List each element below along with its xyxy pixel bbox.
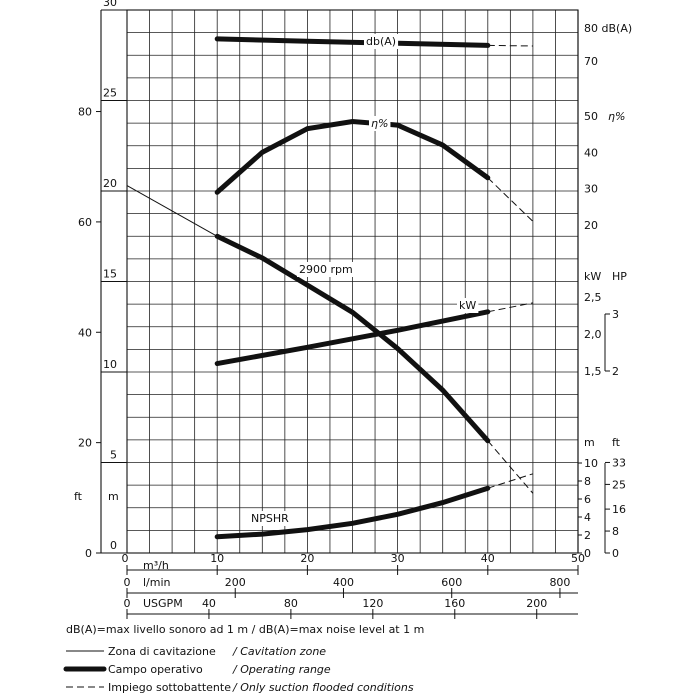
series-operating-noise [214,36,491,48]
npshr-tick-label-ft: 0 [612,547,619,560]
right-tick-label-kw: 2,0 [584,328,602,341]
flow-tick-label-m3/h: 20 [300,552,314,565]
npshr-axis-ft-header: ft [612,436,621,449]
right-tick-label-hp: 3 [612,308,619,321]
npshr-tick-label-ft: 25 [612,478,626,491]
curve-label-efficiency: η% [371,117,388,130]
flow-tick-label-m3/h: 30 [391,552,405,565]
right-tick-label-eta: 40 [584,146,598,159]
series-operating-efficiency [214,118,491,195]
legend-label-en: / Only suction flooded conditions [232,681,414,694]
series-cavitation-head [126,185,218,237]
curve-label-npshr: NPSHR [251,512,289,525]
flow-tick-label-usgpm: 200 [526,597,547,610]
right-axis-db-label: 80 dB(A) [584,22,632,35]
right-tick-label-db: 70 [584,55,598,68]
flow-tick-label-m3/h: 50 [571,552,585,565]
npshr-tick-label-m: 8 [584,475,591,488]
npshr-tick-label-m: 4 [584,511,591,524]
right-tick-label-eta: 30 [584,183,598,196]
right-axis-eta-num: 50 [584,110,598,123]
curve-label-kw: kW [459,299,476,312]
series-operating-power [214,309,491,367]
left-tick-label-ft: 0 [85,547,92,560]
right-axis-hp-header: HP [612,270,627,283]
legend-label-en: / Operating range [232,663,331,676]
right-tick-label-hp: 2 [612,365,619,378]
left-tick-label-m: 15 [103,268,117,281]
chart-curves [126,36,534,540]
left-tick-label-m: 0 [110,539,117,552]
chart-bottom-axes: 0 10 20 30 40 50 m³/h 0 200 400 600 800 l/min 0 40 80 12… [122,552,585,619]
series-flooded-npshr [487,473,534,489]
right-tick-label-eta: 20 [584,219,598,232]
series-flooded-power [487,302,533,313]
lbl-rpm-bg [297,262,355,277]
left-tick-label-ft: 20 [78,437,92,450]
npshr-tick-label-ft: 16 [612,503,626,516]
npshr-tick-label-m: 0 [584,547,591,560]
left-tick-label-m: 30 [103,0,117,9]
left-tick-label-m: 10 [103,358,117,371]
flow-tick-label-l/min: 800 [549,576,570,589]
right-tick-label-kw: 2,5 [584,291,602,304]
npshr-tick-label-ft: 33 [612,456,626,469]
lbl-eta-bg [369,116,391,131]
left-tick-label-m: 20 [103,177,117,190]
flow-tick-label-usgpm: 120 [362,597,383,610]
legend-label-en: / Cavitation zone [232,645,326,658]
lbl-kw-bg [457,298,479,313]
npshr-tick-label-m: 6 [584,493,591,506]
left-tick-label-m: 5 [110,449,117,462]
flow-axis-label-l/min: l/min [143,576,171,589]
chart-legend: Zona di cavitazione / Cavitation zone Camp… [63,645,414,694]
noise-note: dB(A)=max livello sonoro ad 1 m / dB(A)=… [66,623,424,636]
flow-tick-label-l/min: 0 [124,576,131,589]
left-axis-label-m: m [108,490,119,503]
legend-label-it: Campo operativo [108,663,203,676]
lbl-npshr-bg [249,511,292,526]
curve-label-db: db(A) [366,35,396,48]
flow-tick-label-l/min: 200 [225,576,246,589]
npshr-tick-label-ft: 8 [612,525,619,538]
npshr-tick-label-m: 2 [584,529,591,542]
flow-tick-label-m3/h: 0 [122,552,129,565]
legend-label-it: Impiego sottobattente [108,681,231,694]
right-tick-label-kw: 1,5 [584,365,602,378]
left-tick-label-ft: 80 [78,106,92,119]
npshr-axis-m-header: m [584,436,595,449]
flow-tick-label-l/min: 600 [441,576,462,589]
curve-label-head-2900rpm: 2900 rpm [299,263,353,276]
series-operating-npshr [214,485,491,540]
npshr-tick-label-m: 10 [584,457,598,470]
flow-tick-label-usgpm: 40 [202,597,216,610]
flow-tick-label-m3/h: 40 [481,552,495,565]
flow-tick-label-usgpm: 80 [284,597,298,610]
left-axis-label-ft: ft [74,490,83,503]
left-tick-label-ft: 40 [78,326,92,339]
series-flooded-noise [487,44,533,47]
legend-label-it: Zona di cavitazione [108,645,216,658]
right-axis-kw-header: kW [584,270,601,283]
chart-grid [126,9,579,554]
flow-tick-label-usgpm: 160 [444,597,465,610]
series-operating-head [214,233,491,444]
flow-axis-label-m3/h: m³/h [143,559,169,572]
series-flooded-head [487,440,534,494]
right-axis-eta-label: η% [608,110,625,123]
lbl-db-bg [364,34,399,49]
flow-tick-label-l/min: 400 [333,576,354,589]
flow-tick-label-usgpm: 0 [124,597,131,610]
flow-axis-label-usgpm: USGPM [143,597,183,610]
flow-tick-label-m3/h: 10 [210,552,224,565]
chart-labels: db(A) η% 2900 rpm kW NPSHR [249,34,479,526]
left-tick-label-m: 25 [103,87,117,100]
left-tick-label-ft: 60 [78,216,92,229]
